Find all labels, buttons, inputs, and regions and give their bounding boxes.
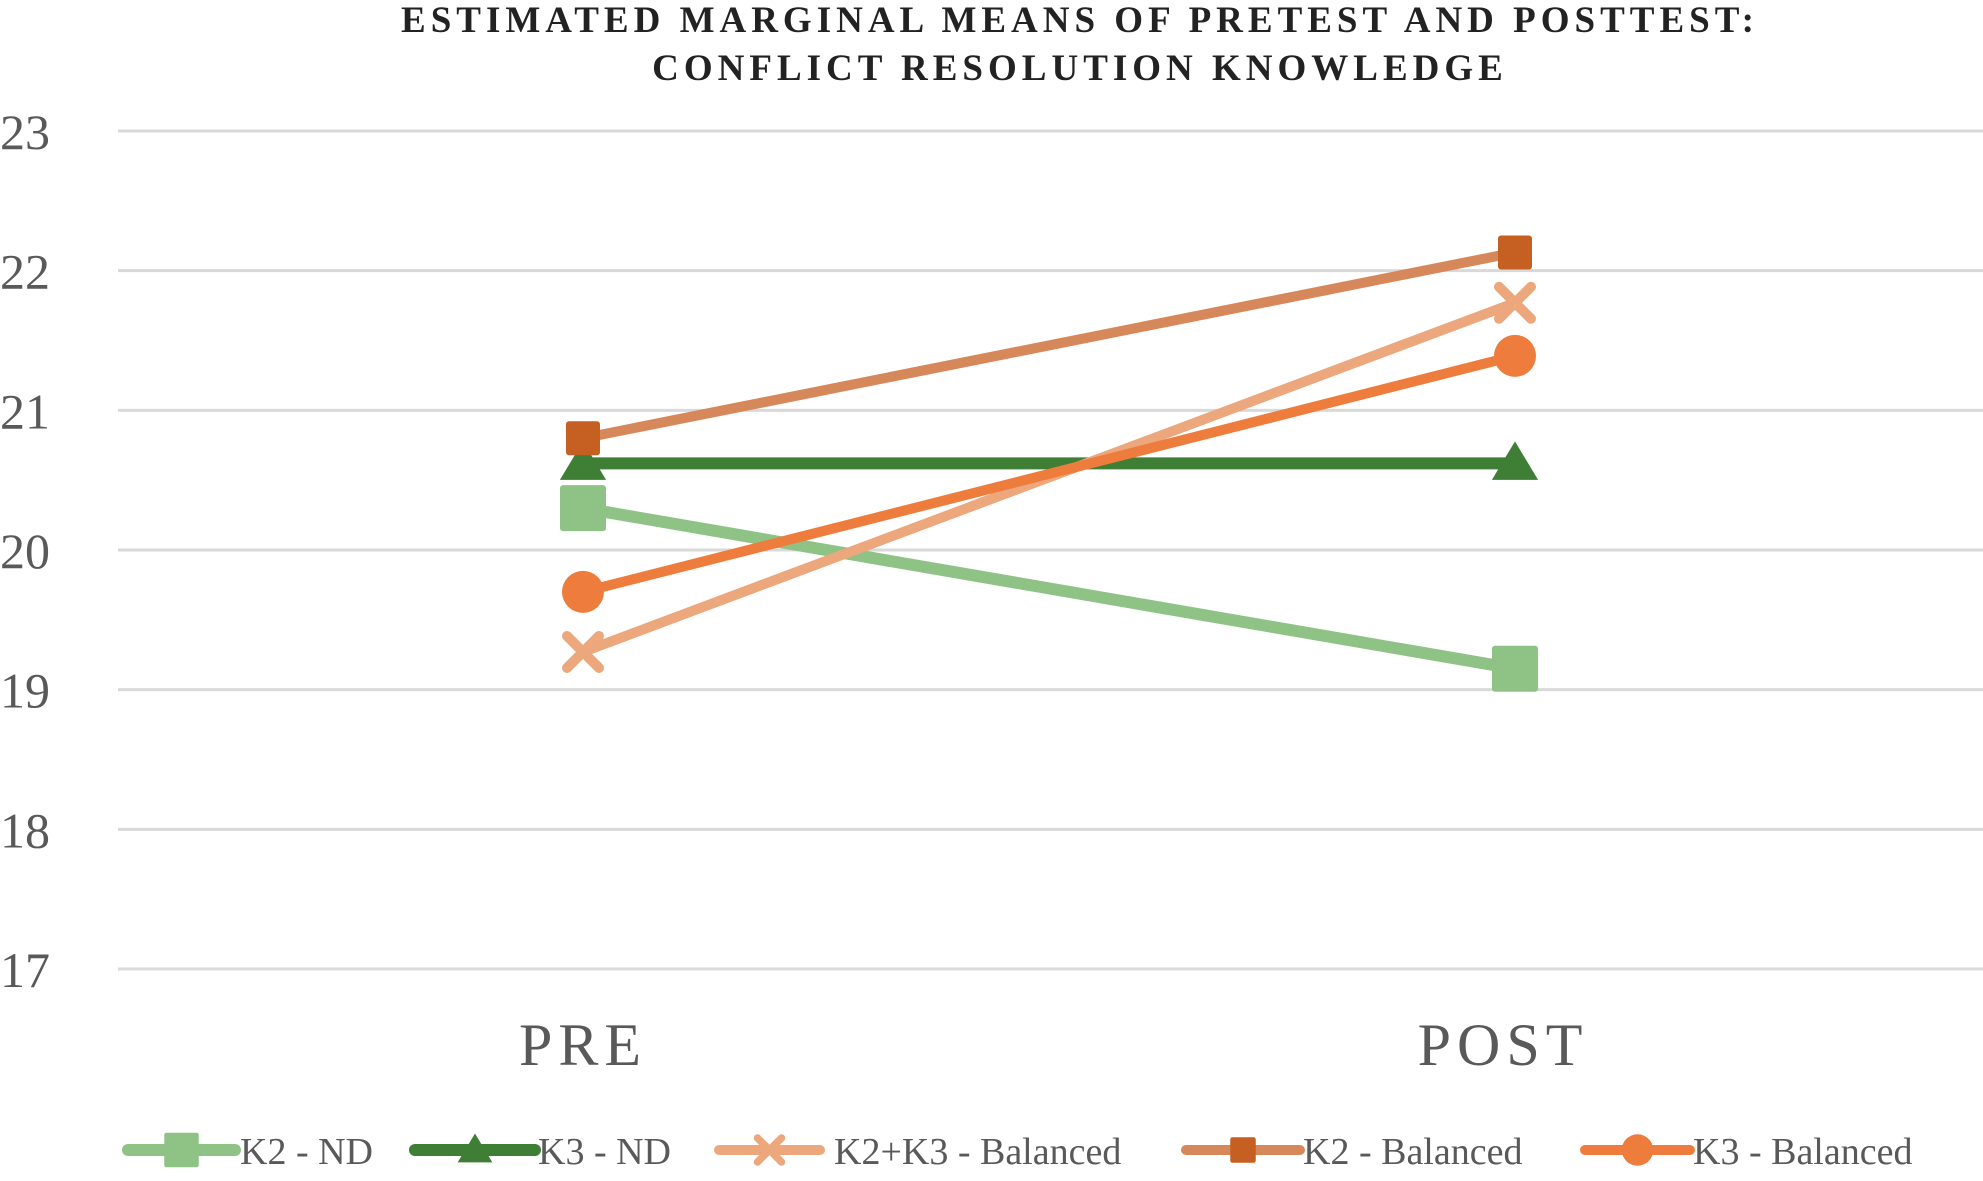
y-tick-label: 18	[0, 802, 50, 858]
y-tick-label: 21	[0, 383, 50, 439]
data-point	[1494, 281, 1536, 324]
data-point	[1498, 235, 1532, 270]
y-axis-ticks: 17 18 19 20 21 22 23	[0, 104, 50, 998]
legend-marker	[1230, 1137, 1256, 1163]
y-tick-label: 23	[0, 104, 50, 160]
y-tick-label: 17	[0, 942, 50, 998]
chart-title-line-1: ESTIMATED MARGINAL MEANS OF PRETEST AND …	[401, 0, 1759, 41]
y-tick-label: 22	[0, 244, 50, 300]
x-tick-label: PRE	[519, 1012, 647, 1078]
legend: K2 - ND K3 - ND K2+K3 - Balanced K2 - Balan…	[122, 1131, 1912, 1173]
legend-marker	[1621, 1134, 1654, 1166]
series-k3-nd	[559, 441, 1539, 480]
data-point	[562, 570, 604, 613]
legend-item: K3 - Balanced	[1580, 1131, 1912, 1173]
data-point	[560, 485, 606, 532]
series-line	[577, 502, 1521, 675]
data-point	[1491, 441, 1539, 480]
series-lines	[559, 235, 1539, 692]
chart-title: ESTIMATED MARGINAL MEANS OF PRETEST AND …	[401, 0, 1759, 89]
legend-item: K2 - ND	[122, 1131, 373, 1173]
data-point	[559, 441, 607, 480]
legend-marker	[753, 1134, 786, 1166]
x-axis-ticks: PRE POST	[519, 1012, 1589, 1078]
data-point	[566, 421, 600, 456]
gridlines	[118, 129, 1983, 971]
series-k2-nd	[560, 485, 1538, 692]
legend-label: K2 - ND	[240, 1131, 373, 1173]
legend-marker	[457, 1133, 493, 1163]
series-k3-balanced	[562, 334, 1536, 613]
chart-title-line-2: CONFLICT RESOLUTION KNOWLEDGE	[652, 48, 1508, 89]
series-line	[578, 247, 1520, 444]
legend-label: K3 - Balanced	[1693, 1131, 1912, 1173]
legend-label: K3 - ND	[538, 1131, 671, 1173]
series-line	[578, 350, 1520, 597]
y-tick-label: 20	[0, 523, 50, 579]
legend-label: K2 - Balanced	[1303, 1131, 1522, 1173]
legend-item: K3 - ND	[409, 1131, 671, 1173]
data-point	[1492, 645, 1538, 692]
data-point	[1494, 334, 1536, 377]
legend-label: K2+K3 - Balanced	[834, 1131, 1121, 1173]
data-point	[562, 630, 604, 673]
legend-item: K2 - Balanced	[1181, 1131, 1522, 1173]
legend-item: K2+K3 - Balanced	[714, 1131, 1121, 1173]
y-tick-label: 19	[0, 663, 50, 719]
legend-marker	[164, 1132, 199, 1168]
x-tick-label: POST	[1418, 1012, 1589, 1078]
series-k2-balanced	[566, 235, 1532, 456]
